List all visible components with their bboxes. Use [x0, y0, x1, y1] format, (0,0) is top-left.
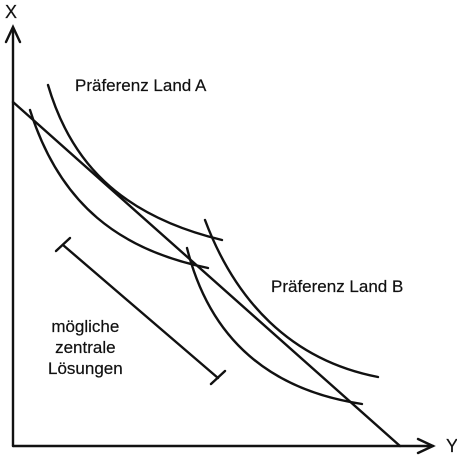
solutions-label-line-1: mögliche [51, 317, 120, 336]
solutions-label-line-2: zentrale [55, 338, 116, 357]
preference-land-a-label: Präferenz Land A [75, 76, 207, 95]
land-b-curve-outer [203, 218, 380, 379]
horizontal-axis-arrowhead [416, 437, 436, 455]
budget-line [11, 100, 402, 448]
preference-land-b-label: Präferenz Land B [271, 277, 404, 296]
solutions-label-line-3: Lösungen [48, 359, 123, 378]
x-axis-label: X [5, 2, 18, 22]
land-a-curve-inner [28, 108, 210, 270]
vertical-axis-arrowhead [4, 24, 22, 44]
land-a-curve-outer [46, 83, 224, 242]
solution-range-cap-top [54, 236, 72, 253]
possible-central-solutions-label: mögliche zentrale Lösungen [48, 316, 123, 379]
solution-range-line [61, 243, 220, 380]
y-axis-label: Y [446, 436, 457, 456]
solution-range-cap-bottom [209, 369, 227, 386]
land-b-curve-inner [185, 246, 364, 406]
